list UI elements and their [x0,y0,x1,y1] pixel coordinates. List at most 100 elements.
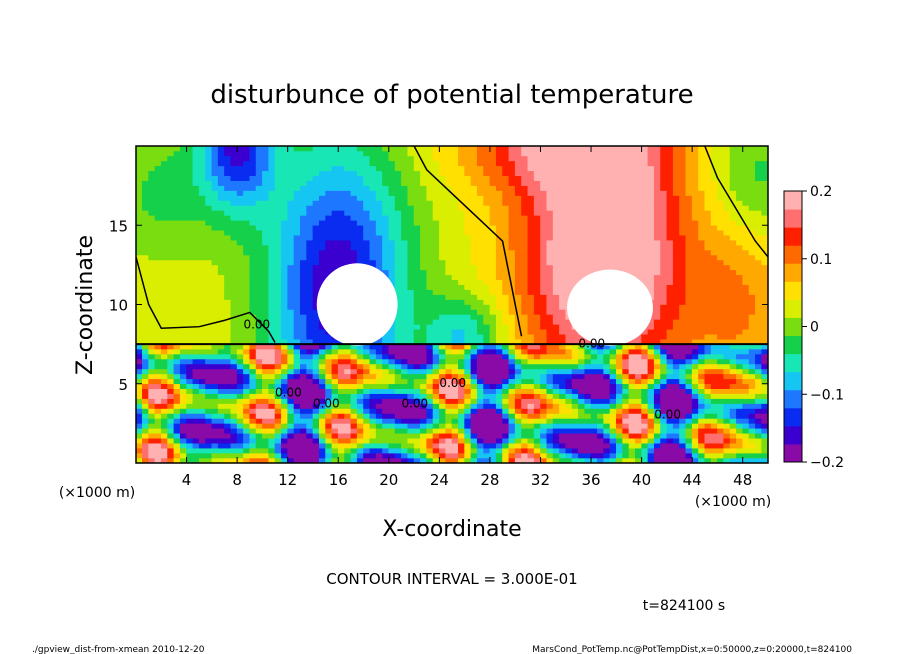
heatmap-cell [502,413,510,419]
heatmap-cell [369,353,377,360]
heatmap-cell [489,348,497,355]
heatmap-cell [154,378,162,385]
heatmap-cell [439,155,446,162]
heatmap-cell [142,363,149,370]
heatmap-cell [293,368,301,375]
heatmap-cell [476,378,484,385]
heatmap-cell [281,155,288,162]
heatmap-cell [142,269,149,276]
heatmap-cell [331,373,339,380]
heatmap-cell [508,418,516,424]
heatmap-cell [597,413,604,419]
heatmap-cell [142,175,149,181]
heatmap-cell [552,408,560,414]
heatmap-cell [287,309,295,315]
heatmap-cell [565,338,573,345]
heatmap-cell [413,314,421,320]
heatmap-cell [198,393,206,399]
heatmap-cell [262,185,270,191]
heatmap-cell [230,170,238,177]
heatmap-cell [318,383,326,389]
heatmap-cell [382,437,390,444]
heatmap-cell [293,170,301,177]
heatmap-cell [236,160,244,167]
heatmap-cell [300,269,307,276]
heatmap-cell [489,423,497,429]
heatmap-cell [533,428,541,434]
heatmap-cell [388,432,396,439]
heatmap-cell [590,249,598,256]
heatmap-cell [590,358,598,365]
heatmap-cell [451,368,459,375]
heatmap-cell [578,408,586,414]
heatmap-cell [476,170,484,177]
heatmap-cell [407,428,415,434]
heatmap-cell [331,368,339,375]
heatmap-cell [331,452,339,459]
heatmap-cell [249,388,257,394]
heatmap-cell [394,304,402,310]
heatmap-cell [293,155,301,162]
heatmap-cell [230,324,238,330]
heatmap-cell [483,259,491,266]
heatmap-cell [445,343,453,350]
heatmap-cell [464,150,472,157]
heatmap-cell [508,408,516,414]
heatmap-cell [616,358,623,365]
heatmap-cell [375,418,383,424]
heatmap-cell [243,388,251,394]
heatmap-cell [502,294,510,300]
heatmap-cell [476,259,484,266]
heatmap-cell [521,358,529,365]
heatmap-cell [489,333,497,340]
heatmap-cell [268,418,276,424]
heatmap-cell [217,195,225,201]
heatmap-cell [388,388,396,394]
heatmap-cell [388,259,396,266]
heatmap-cell [312,304,320,310]
heatmap-cell [464,358,472,365]
heatmap-cell [590,398,598,404]
heatmap-cell [552,200,560,206]
heatmap-cell [502,289,510,295]
heatmap-cell [489,279,497,285]
heatmap-cell [394,249,402,256]
heatmap-cell [363,428,371,434]
heatmap-cell [578,175,586,181]
heatmap-cell [413,304,421,310]
heatmap-cell [167,388,175,394]
heatmap-cell [192,383,200,389]
heatmap-cell [293,393,301,399]
heatmap-cell [508,403,516,409]
heatmap-cell [281,452,288,459]
heatmap-cell [413,378,421,385]
heatmap-cell [262,348,270,355]
heatmap-cell [306,457,314,463]
heatmap-cell [394,284,402,290]
heatmap-cell [300,264,307,271]
heatmap-cell [154,165,162,172]
heatmap-cell [331,363,339,370]
heatmap-cell [382,393,390,399]
heatmap-cell [483,170,491,177]
heatmap-cell [470,279,478,285]
heatmap-cell [458,289,465,295]
heatmap-cell [268,423,276,429]
heatmap-cell [160,373,168,380]
heatmap-cell [470,314,478,320]
heatmap-cell [230,146,238,152]
heatmap-cell [268,269,276,276]
heatmap-cell [281,254,288,261]
heatmap-cell [476,299,484,305]
heatmap-cell [142,338,149,345]
heatmap-cell [331,195,339,201]
heatmap-cell [186,215,194,221]
heatmap-cell [432,234,440,241]
heatmap-cell [217,294,225,300]
heatmap-cell [590,418,598,424]
heatmap-cell [224,338,232,345]
heatmap-cell [375,403,383,409]
heatmap-cell [369,413,377,419]
heatmap-cell [546,234,554,241]
heatmap-cell [375,180,383,186]
